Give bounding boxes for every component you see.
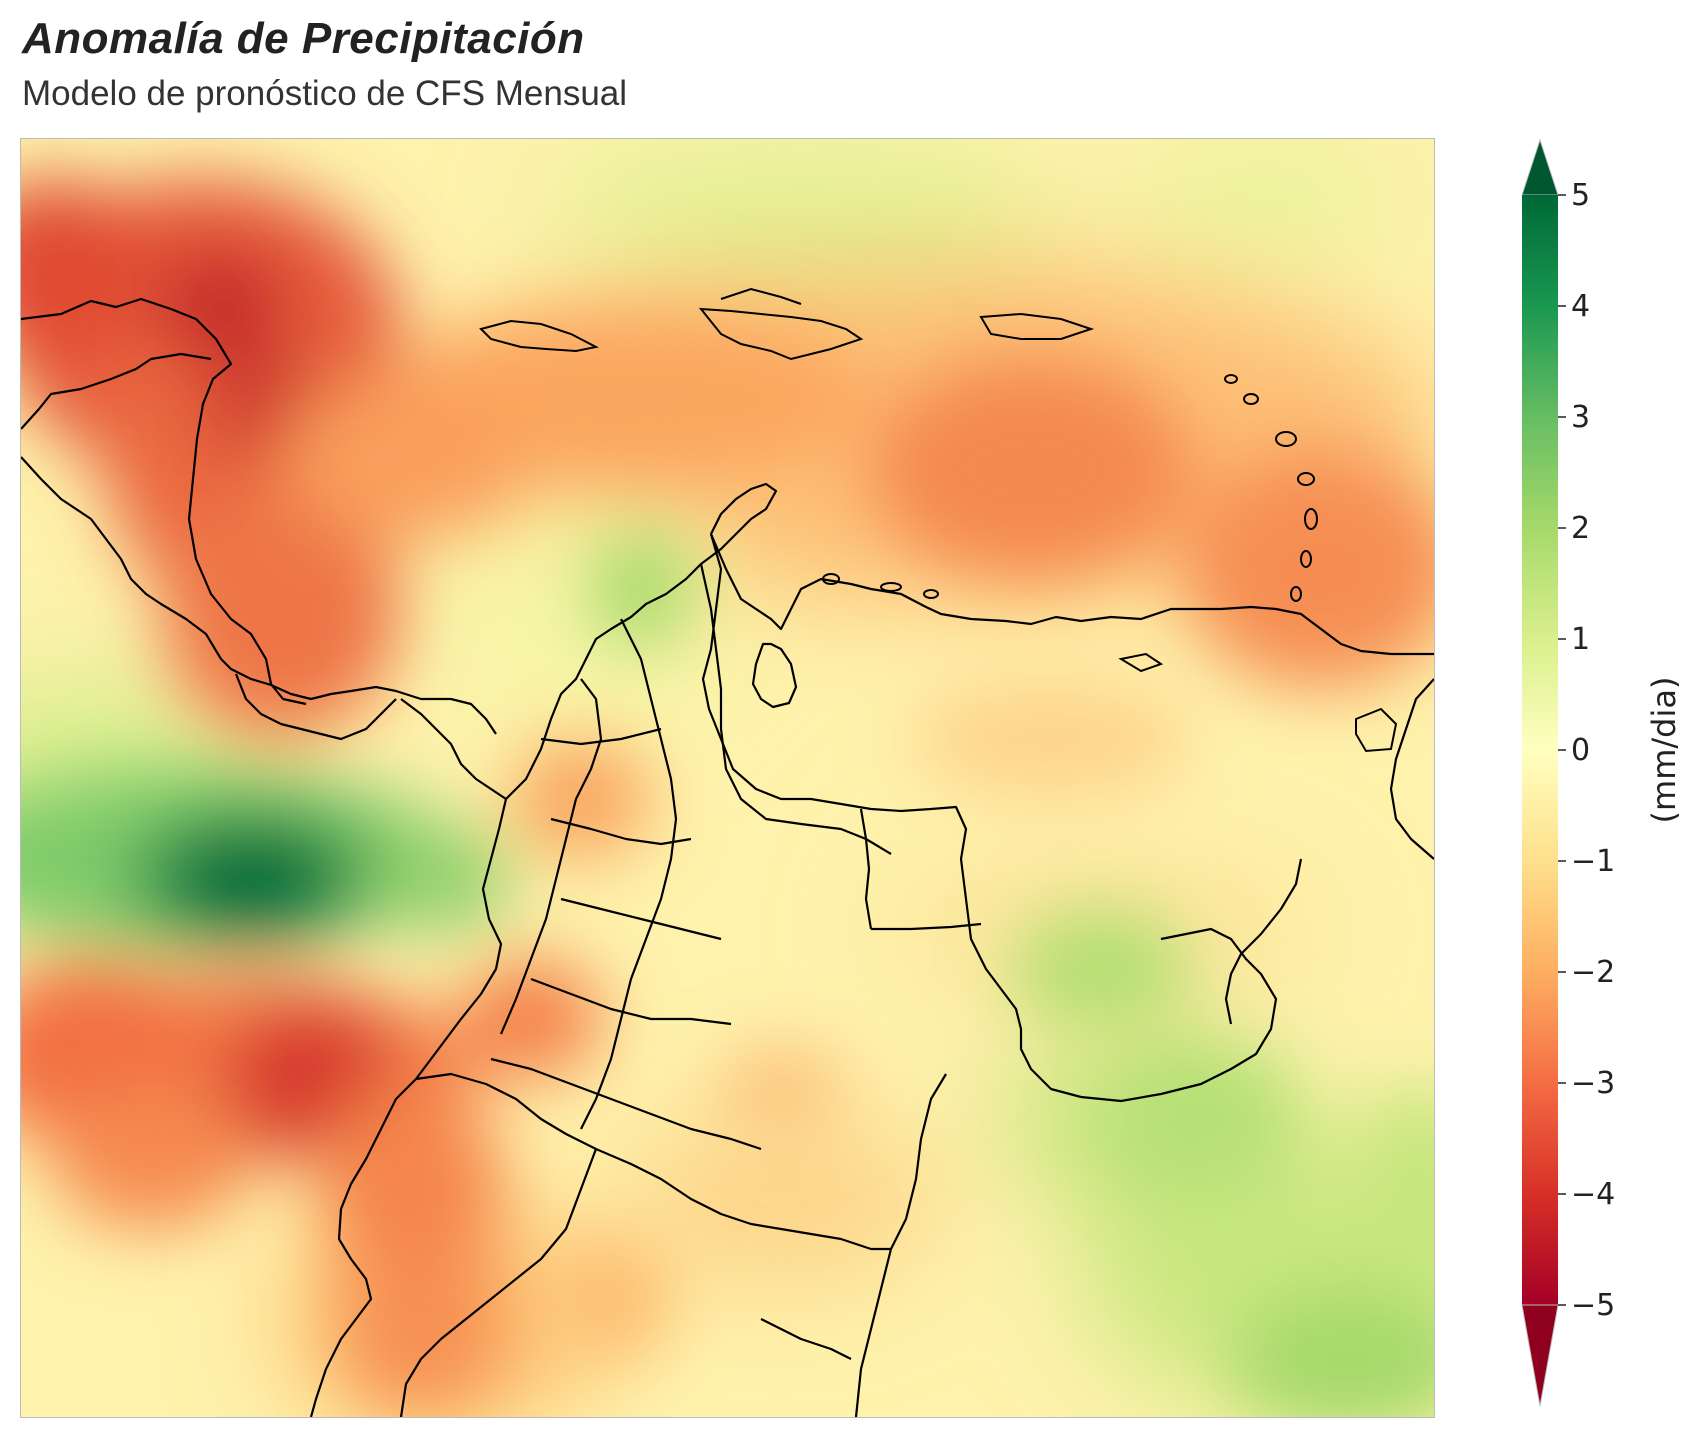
- colorbar-unit-label: (mm/dia): [1645, 677, 1683, 824]
- island-trinidad: [1355, 707, 1398, 753]
- island-lesser-antilles-6: [1300, 550, 1312, 568]
- map-subtitle: Modelo de pronóstico de CFS Mensual: [22, 74, 628, 113]
- border-colombia-peru: [595, 1147, 891, 1251]
- island-puerto-rico: [979, 312, 1095, 340]
- colorbar-tick-label: −3: [1571, 1066, 1615, 1101]
- border-colombia-internal-c: [699, 563, 892, 855]
- border-colombia-internal-f: [560, 897, 722, 941]
- island-lesser-antilles-5: [1304, 508, 1318, 530]
- border-colombia-venezuela: [701, 533, 1082, 1099]
- border-colombia-internal-e: [550, 817, 692, 846]
- island-aruba: [822, 573, 840, 585]
- island-curacao: [880, 582, 902, 592]
- border-peru-internal: [760, 1318, 852, 1360]
- island-lesser-antilles-7: [1290, 586, 1302, 602]
- border-venezuela-guyana: [1224, 858, 1303, 1025]
- border-colombia-internal-g: [530, 977, 732, 1026]
- colorbar-tick-label: −2: [1571, 955, 1615, 990]
- island-margarita: [1118, 652, 1164, 673]
- colorbar-ticks: 5 4 3 2 1 0 −1 −2 −3 −4 −5: [1558, 178, 1615, 1323]
- colorbar: 5 4 3 2 1 0 −1 −2 −3 −4 −5 (mm/dia): [1515, 138, 1695, 1408]
- colorbar-gradient: [1522, 195, 1558, 1305]
- island-hispaniola: [698, 307, 864, 361]
- island-jamaica: [479, 319, 599, 353]
- border-colombia-ecuador: [415, 1072, 597, 1150]
- coastline-ecuador: [309, 1078, 417, 1417]
- border-venezuela-internal-b: [871, 922, 982, 931]
- coastline-honduras: [21, 352, 212, 430]
- coastline-panama-south: [400, 698, 507, 800]
- colorbar-extend-top: [1521, 138, 1559, 196]
- colorbar-tick-label: 2: [1571, 511, 1590, 546]
- anomaly-field: [21, 149, 1434, 1417]
- border-colombia-internal-b: [580, 618, 678, 1130]
- coastline-colombia-caribbean: [505, 482, 778, 800]
- map-title: Anomalía de Precipitación: [22, 14, 585, 63]
- coastline-guyana: [1389, 678, 1434, 860]
- caribbean-islands: [479, 287, 1398, 753]
- island-lesser-antilles-1: [1224, 374, 1238, 384]
- colorbar-tick-label: 1: [1571, 622, 1590, 657]
- border-colombia-internal-h: [490, 1057, 762, 1151]
- coastline-panama-pacific: [234, 673, 397, 741]
- border-venezuela-south: [1080, 927, 1278, 1103]
- boundary-lines: [21, 297, 1434, 1417]
- border-colombia-internal-d: [540, 727, 662, 746]
- coastline-central-america-pacific: [21, 456, 497, 735]
- island-lesser-antilles-2: [1243, 393, 1259, 405]
- border-venezuela-internal-a: [859, 808, 873, 930]
- colorbar-tick-label: −1: [1571, 844, 1615, 879]
- colorbar-tick-label: −4: [1571, 1177, 1615, 1212]
- island-bonaire: [923, 589, 939, 599]
- border-ecuador-peru: [399, 1148, 598, 1417]
- island-lesser-antilles-4: [1297, 472, 1315, 486]
- coastline-venezuela-north: [709, 533, 1434, 656]
- colorbar-tick-label: 4: [1571, 289, 1590, 324]
- border-colombia-internal-a: [499, 678, 603, 1035]
- coastline-central-america-north: [21, 297, 307, 706]
- island-cuba-tip: [720, 287, 802, 305]
- colorbar-tick-label: 3: [1571, 400, 1590, 435]
- island-lesser-antilles-3: [1275, 431, 1297, 447]
- colorbar-tick-label: 0: [1571, 733, 1590, 768]
- precipitation-anomaly-map: [20, 138, 1435, 1418]
- colorbar-extend-bottom: [1521, 1304, 1559, 1407]
- colorbar-tick-label: 5: [1571, 178, 1590, 213]
- colorbar-tick-label: −5: [1571, 1288, 1615, 1323]
- coastline-colombia-pacific: [415, 798, 508, 1080]
- lake-maracaibo: [751, 642, 798, 709]
- border-brazil-west: [890, 1073, 947, 1250]
- border-peru-brazil: [854, 1248, 893, 1417]
